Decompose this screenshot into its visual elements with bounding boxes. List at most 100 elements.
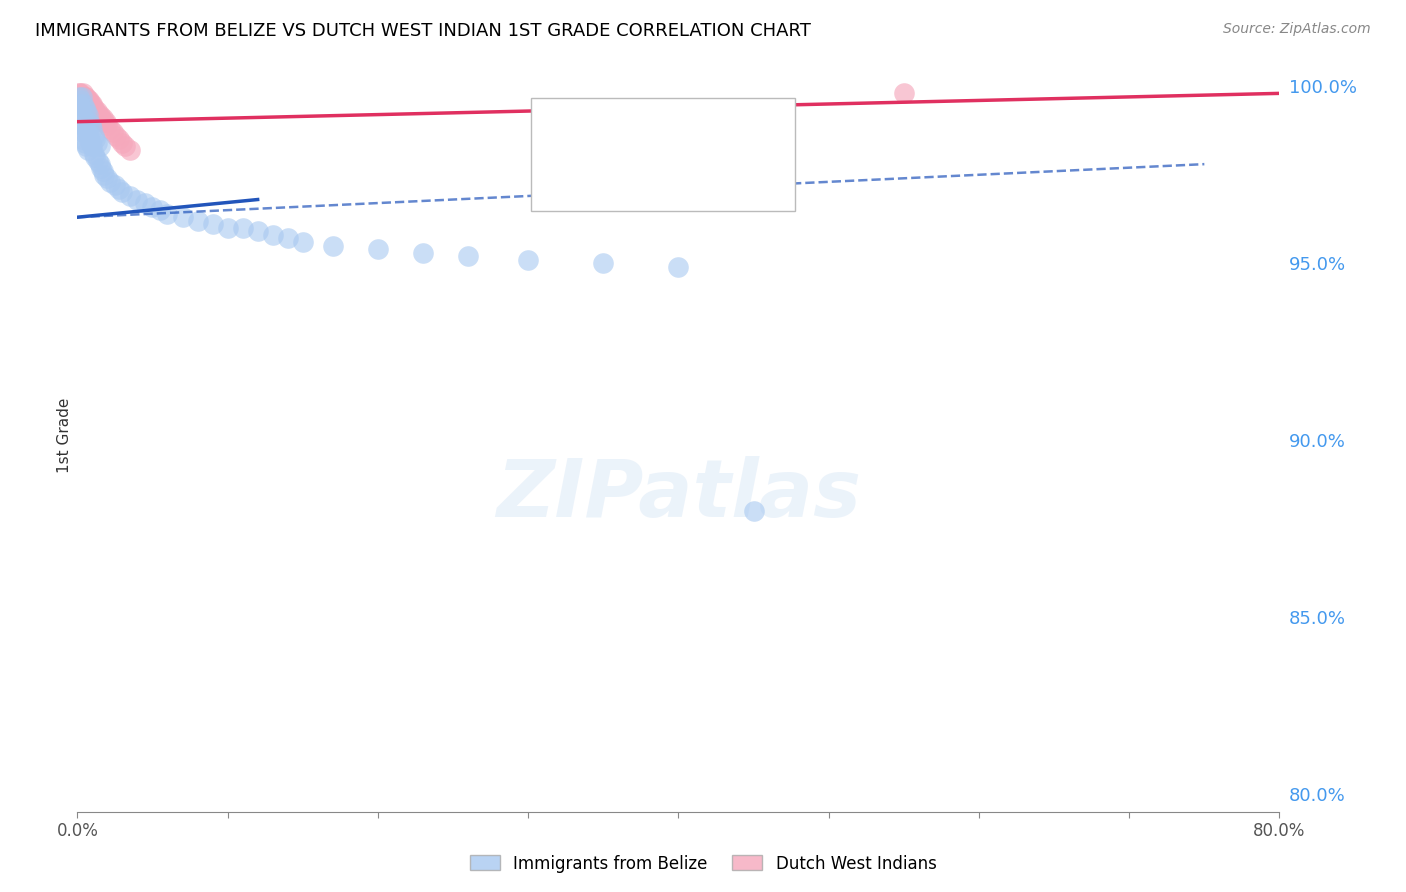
Point (103, 125, 125, 139)
Point (73, 101, 96, 115)
Point (87, 107, 110, 121)
Text: N =: N = (676, 168, 716, 186)
Point (89, 139, 111, 153)
Point (67, 87, 90, 101)
Point (70, 90, 93, 104)
Y-axis label: 1st Grade: 1st Grade (56, 397, 72, 473)
Point (70, 97, 93, 112)
Text: Source: ZipAtlas.com: Source: ZipAtlas.com (1223, 22, 1371, 37)
Point (246, 224, 269, 238)
Point (232, 220, 254, 235)
Text: IMMIGRANTS FROM BELIZE VS DUTCH WEST INDIAN 1ST GRADE CORRELATION CHART: IMMIGRANTS FROM BELIZE VS DUTCH WEST IND… (35, 22, 811, 40)
Point (70, 118, 93, 132)
Point (187, 213, 209, 227)
Point (73, 101, 96, 115)
Point (277, 231, 299, 245)
Point (82, 97, 104, 112)
Point (82, 121, 104, 136)
Legend: Immigrants from Belize, Dutch West Indians: Immigrants from Belize, Dutch West India… (463, 848, 943, 880)
Point (73, 90, 96, 104)
Point (134, 196, 156, 211)
Point (118, 143, 141, 157)
Point (79, 104, 101, 119)
Point (70, 90, 93, 104)
Point (111, 136, 134, 150)
Point (668, 260, 690, 274)
Point (72, 97, 94, 112)
Point (217, 220, 239, 235)
Point (67, 104, 90, 119)
Point (893, 87, 915, 101)
Point (127, 193, 149, 207)
Point (114, 139, 136, 153)
Point (742, 504, 765, 518)
Text: 38: 38 (713, 168, 738, 186)
Point (96, 118, 118, 132)
Point (156, 207, 179, 221)
Text: ZIPatlas: ZIPatlas (496, 456, 860, 534)
Point (100, 121, 122, 136)
Text: R =: R = (578, 122, 617, 140)
Point (108, 182, 131, 196)
Point (457, 249, 479, 263)
Point (69, 121, 91, 136)
Point (89, 107, 111, 121)
Point (84, 104, 107, 119)
Point (84, 132, 107, 146)
Point (104, 178, 127, 193)
Point (86, 136, 108, 150)
Point (69, 111, 91, 125)
Point (90, 161, 112, 175)
Text: 0.091: 0.091 (614, 122, 671, 140)
Point (141, 200, 163, 214)
Point (76, 143, 98, 157)
Point (89, 157, 111, 171)
Point (79, 94, 101, 108)
Point (172, 211, 194, 225)
Point (96, 171, 118, 186)
Point (111, 186, 134, 200)
Point (90, 111, 112, 125)
Text: 69: 69 (713, 122, 738, 140)
Point (87, 153, 110, 168)
Point (291, 235, 314, 249)
Point (201, 217, 224, 231)
Point (91, 164, 114, 178)
Point (82, 107, 104, 121)
Point (69, 94, 91, 108)
Point (149, 203, 172, 218)
Point (118, 189, 141, 203)
Point (75, 139, 97, 153)
Point (94, 114, 117, 128)
Point (322, 238, 344, 252)
Point (82, 139, 104, 153)
Point (517, 252, 540, 267)
Point (83, 146, 105, 161)
Point (80, 107, 103, 121)
Text: N =: N = (676, 122, 716, 140)
Point (76, 94, 98, 108)
Point (84, 150, 107, 164)
Point (100, 175, 122, 189)
Point (75, 101, 97, 115)
Point (108, 132, 131, 146)
Point (592, 256, 614, 270)
Point (73, 118, 96, 132)
Point (72, 97, 94, 112)
Point (79, 114, 101, 128)
Point (75, 121, 97, 136)
Point (69, 87, 91, 101)
Point (70, 104, 93, 119)
Point (69, 94, 91, 108)
Point (76, 107, 98, 121)
Point (83, 101, 105, 115)
Bar (544, 159, 569, 195)
Point (83, 128, 105, 143)
Point (67, 94, 90, 108)
Point (72, 125, 94, 139)
Point (72, 87, 94, 101)
Point (91, 111, 114, 125)
Text: R =: R = (578, 168, 617, 186)
Point (367, 242, 389, 256)
Point (67, 90, 90, 104)
